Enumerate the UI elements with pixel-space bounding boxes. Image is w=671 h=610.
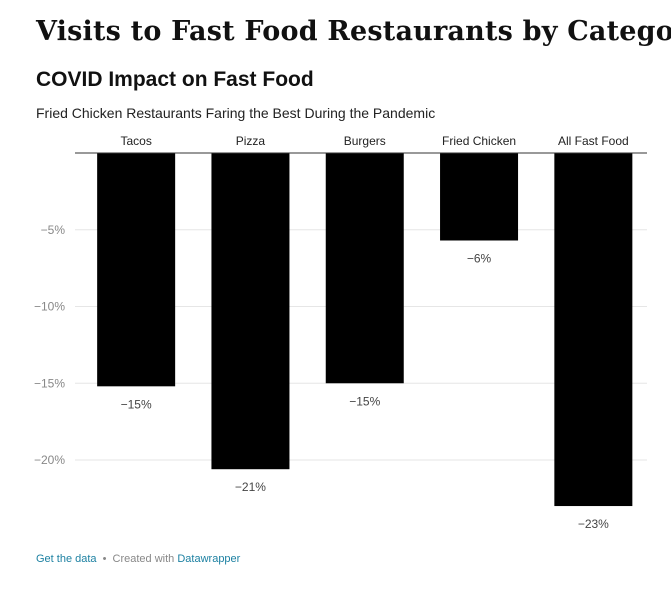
category-label: All Fast Food [558,134,629,148]
y-tick-label: −5% [41,223,66,237]
chart-subtitle: Fried Chicken Restaurants Faring the Bes… [36,105,436,121]
data-label: −15% [121,397,152,411]
data-label: −6% [467,251,492,265]
chart-footer: Get the data • Created with Datawrapper [36,553,240,565]
category-label: Fried Chicken [442,134,516,148]
data-label: −15% [349,394,380,408]
category-label: Tacos [120,134,151,148]
category-label: Burgers [344,134,386,148]
data-label: −21% [235,480,266,494]
data-label: −23% [578,517,609,531]
get-the-data-link[interactable]: Get the data [36,553,97,565]
y-tick-label: −10% [34,300,65,314]
bar[interactable] [440,153,519,241]
bar[interactable] [325,153,404,384]
datawrapper-link[interactable]: Datawrapper [177,553,241,565]
y-tick-label: −20% [34,453,65,467]
created-with-text: Created with [112,553,175,565]
page-title: Visits to Fast Food Restaurants by Categ… [36,16,671,47]
bar[interactable] [554,153,633,507]
y-tick-label: −15% [34,376,65,390]
category-label: Pizza [236,134,266,148]
bar[interactable] [97,153,176,387]
chart-title: COVID Impact on Fast Food [36,68,314,91]
bar-chart: −5% −10% −15% −20% Tacos −15% Pizza −21% Burgers… [34,134,647,531]
bar[interactable] [211,153,290,470]
footer-separator: • [102,553,107,565]
